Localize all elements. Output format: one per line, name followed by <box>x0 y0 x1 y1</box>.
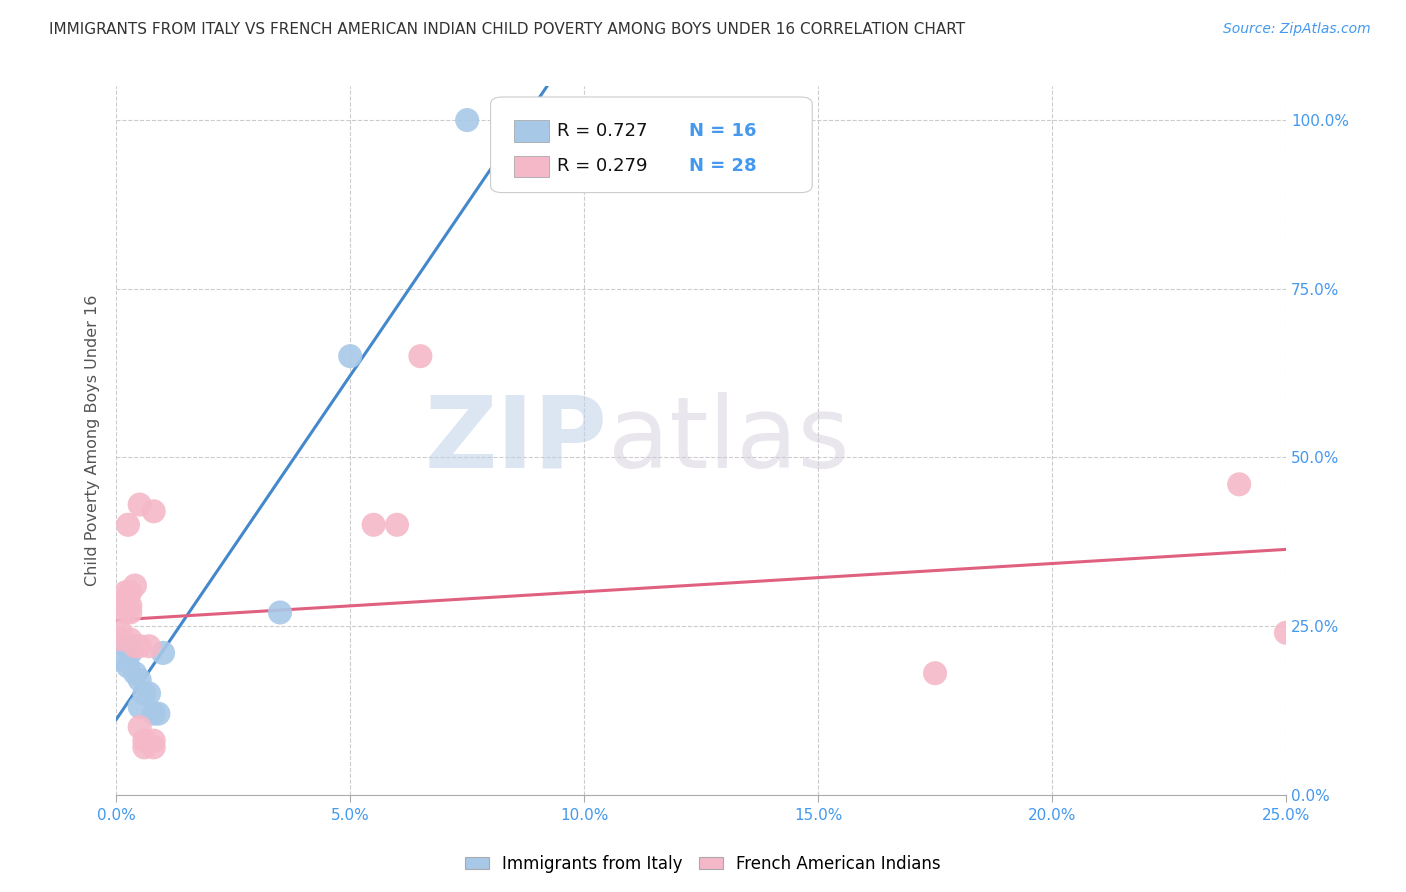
FancyBboxPatch shape <box>515 120 550 142</box>
Text: N = 28: N = 28 <box>689 157 756 176</box>
Point <box>142 733 165 747</box>
Point <box>128 673 150 687</box>
Point <box>128 699 150 714</box>
Point <box>924 666 946 681</box>
Point <box>138 686 160 700</box>
Point <box>120 646 142 660</box>
Point <box>1227 477 1250 491</box>
Point <box>110 653 132 667</box>
Point <box>120 585 142 599</box>
Point <box>110 632 132 647</box>
Point <box>138 639 160 653</box>
Point <box>114 592 136 607</box>
Y-axis label: Child Poverty Among Boys Under 16: Child Poverty Among Boys Under 16 <box>86 294 100 586</box>
Point <box>526 113 548 128</box>
Point <box>134 686 156 700</box>
Point <box>148 706 170 721</box>
Point <box>117 517 139 532</box>
Point <box>142 740 165 755</box>
Text: R = 0.279: R = 0.279 <box>557 157 648 176</box>
Point <box>114 599 136 613</box>
Point <box>120 606 142 620</box>
Point <box>363 517 385 532</box>
Text: N = 16: N = 16 <box>689 122 756 140</box>
Point <box>124 666 146 681</box>
Text: R = 0.727: R = 0.727 <box>557 122 648 140</box>
Legend: Immigrants from Italy, French American Indians: Immigrants from Italy, French American I… <box>458 848 948 880</box>
Text: ZIP: ZIP <box>425 392 607 489</box>
Point <box>142 504 165 518</box>
Point <box>120 599 142 613</box>
Point <box>456 113 478 128</box>
Point <box>114 606 136 620</box>
Point <box>128 498 150 512</box>
Point <box>142 706 165 721</box>
Point <box>269 606 291 620</box>
Point <box>134 740 156 755</box>
Point <box>339 349 361 363</box>
Point <box>128 720 150 734</box>
Point <box>134 733 156 747</box>
Point <box>124 639 146 653</box>
Text: IMMIGRANTS FROM ITALY VS FRENCH AMERICAN INDIAN CHILD POVERTY AMONG BOYS UNDER 1: IMMIGRANTS FROM ITALY VS FRENCH AMERICAN… <box>49 22 966 37</box>
Point <box>385 517 408 532</box>
Point <box>1275 625 1298 640</box>
FancyBboxPatch shape <box>515 156 550 177</box>
FancyBboxPatch shape <box>491 97 813 193</box>
Text: atlas: atlas <box>607 392 849 489</box>
Point <box>114 585 136 599</box>
Text: Source: ZipAtlas.com: Source: ZipAtlas.com <box>1223 22 1371 37</box>
Point <box>152 646 174 660</box>
Point <box>110 625 132 640</box>
Point <box>128 639 150 653</box>
Point <box>120 632 142 647</box>
Point <box>409 349 432 363</box>
Point <box>124 578 146 592</box>
Point <box>117 659 139 673</box>
Point <box>114 639 136 653</box>
